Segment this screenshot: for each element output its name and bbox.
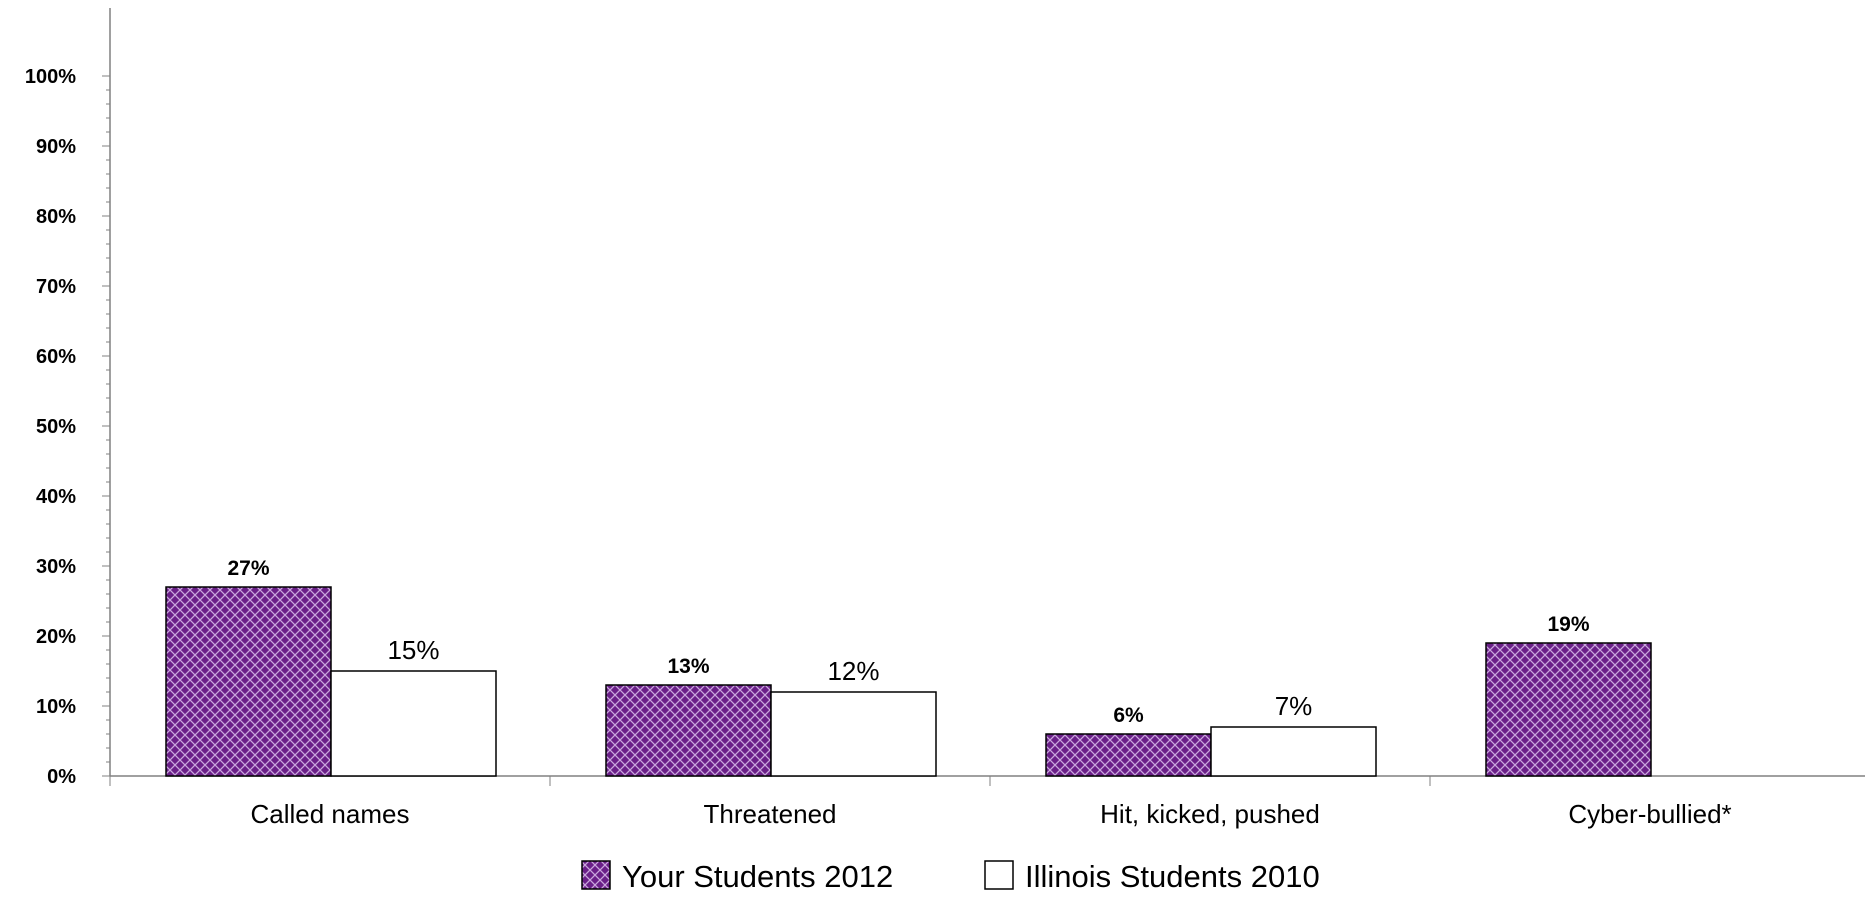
data-label: 12% xyxy=(827,656,879,686)
data-label: 6% xyxy=(1113,704,1144,727)
y-tick-label: 60% xyxy=(36,346,76,368)
value-labels: 27% 13% 6% 19% 15% 12% 7% xyxy=(227,557,1589,727)
legend-swatch xyxy=(984,860,1014,890)
y-tick-label: 50% xyxy=(36,416,76,438)
bar-illinois-students xyxy=(1210,726,1377,777)
y-tick-label: 20% xyxy=(36,626,76,648)
y-axis: 0% 10% 20% 30% 40% 50% 60% 70% 80% 90% 100% xyxy=(25,8,111,788)
data-label: 27% xyxy=(227,557,269,580)
bar-your-students xyxy=(1485,642,1652,777)
y-tick-label: 0% xyxy=(47,766,76,788)
data-label: 7% xyxy=(1275,691,1313,721)
legend-label: Illinois Students 2010 xyxy=(1025,859,1320,894)
bar-illinois-students xyxy=(770,691,937,777)
bar-your-students xyxy=(605,684,772,777)
legend: Your Students 2012 Illinois Students 2010 xyxy=(581,859,1320,894)
legend-swatch xyxy=(581,860,611,890)
y-tick-label: 30% xyxy=(36,556,76,578)
legend-label: Your Students 2012 xyxy=(622,859,893,894)
x-tick-label: Cyber-bullied* xyxy=(1568,799,1731,829)
data-label: 19% xyxy=(1547,613,1589,636)
data-label: 15% xyxy=(387,635,439,665)
y-tick-label: 70% xyxy=(36,276,76,298)
bar-illinois-students xyxy=(330,670,497,777)
x-axis: Called names Threatened Hit, kicked, pushe… xyxy=(109,775,1865,829)
data-label: 13% xyxy=(667,655,709,678)
bar-your-students xyxy=(165,586,332,777)
x-tick-label: Hit, kicked, pushed xyxy=(1100,799,1320,829)
y-tick-label: 40% xyxy=(36,486,76,508)
x-tick-label: Threatened xyxy=(704,799,837,829)
y-tick-label: 10% xyxy=(36,696,76,718)
bars xyxy=(165,586,1652,777)
x-tick-label: Called names xyxy=(251,799,410,829)
y-tick-label: 100% xyxy=(25,66,76,88)
bar-your-students xyxy=(1045,733,1212,777)
y-tick-label: 90% xyxy=(36,136,76,158)
y-tick-label: 80% xyxy=(36,206,76,228)
